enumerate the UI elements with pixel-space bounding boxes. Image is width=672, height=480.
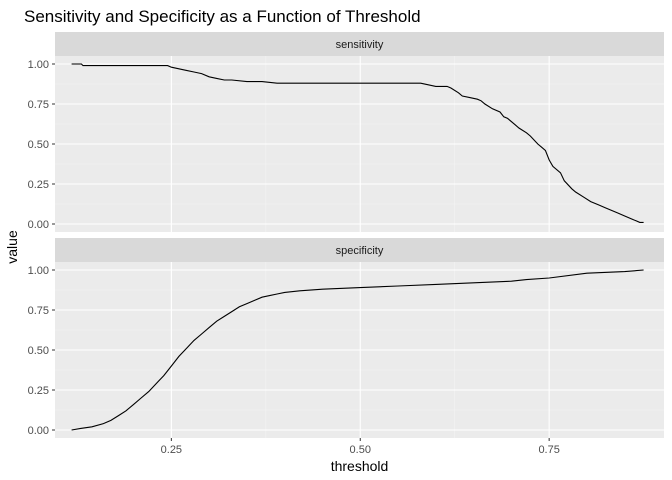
facet-sensitivity: sensitivity 0.00 0.25 0.50 0.75 1.00 <box>28 32 664 232</box>
y-tick-label: 0.50 <box>28 345 49 357</box>
y-tick-label: 0.50 <box>28 139 49 151</box>
y-tick-label: 0.25 <box>28 385 49 397</box>
y-axis-ticks: 0.00 0.25 0.50 0.75 1.00 <box>28 59 55 231</box>
x-axis-ticks: 0.25 0.50 0.75 <box>161 438 560 456</box>
x-tick-label: 0.50 <box>350 444 371 456</box>
sensitivity-line <box>71 63 644 223</box>
facet-strip-label: sensitivity <box>336 39 384 51</box>
x-axis-title: threshold <box>331 458 389 474</box>
specificity-line <box>71 269 644 431</box>
facet-specificity: specificity 0.00 0.25 0.50 0.75 1.00 <box>28 238 664 438</box>
y-tick-label: 0.75 <box>28 99 49 111</box>
y-tick-label: 0.25 <box>28 179 49 191</box>
x-tick-label: 0.25 <box>161 444 182 456</box>
panel-grid <box>55 262 664 438</box>
x-tick-label: 0.75 <box>538 444 559 456</box>
y-tick-label: 1.00 <box>28 265 49 277</box>
facet-strip <box>55 32 664 56</box>
y-axis-ticks: 0.00 0.25 0.50 0.75 1.00 <box>28 265 55 437</box>
facet-strip <box>55 238 664 262</box>
y-tick-label: 0.75 <box>28 305 49 317</box>
y-tick-label: 1.00 <box>28 59 49 71</box>
panel-grid <box>55 56 664 232</box>
y-tick-label: 0.00 <box>28 219 49 231</box>
y-axis-title: value <box>4 230 20 264</box>
chart-title: Sensitivity and Specificity as a Functio… <box>24 7 421 26</box>
y-tick-label: 0.00 <box>28 425 49 437</box>
facet-strip-label: specificity <box>336 245 384 257</box>
